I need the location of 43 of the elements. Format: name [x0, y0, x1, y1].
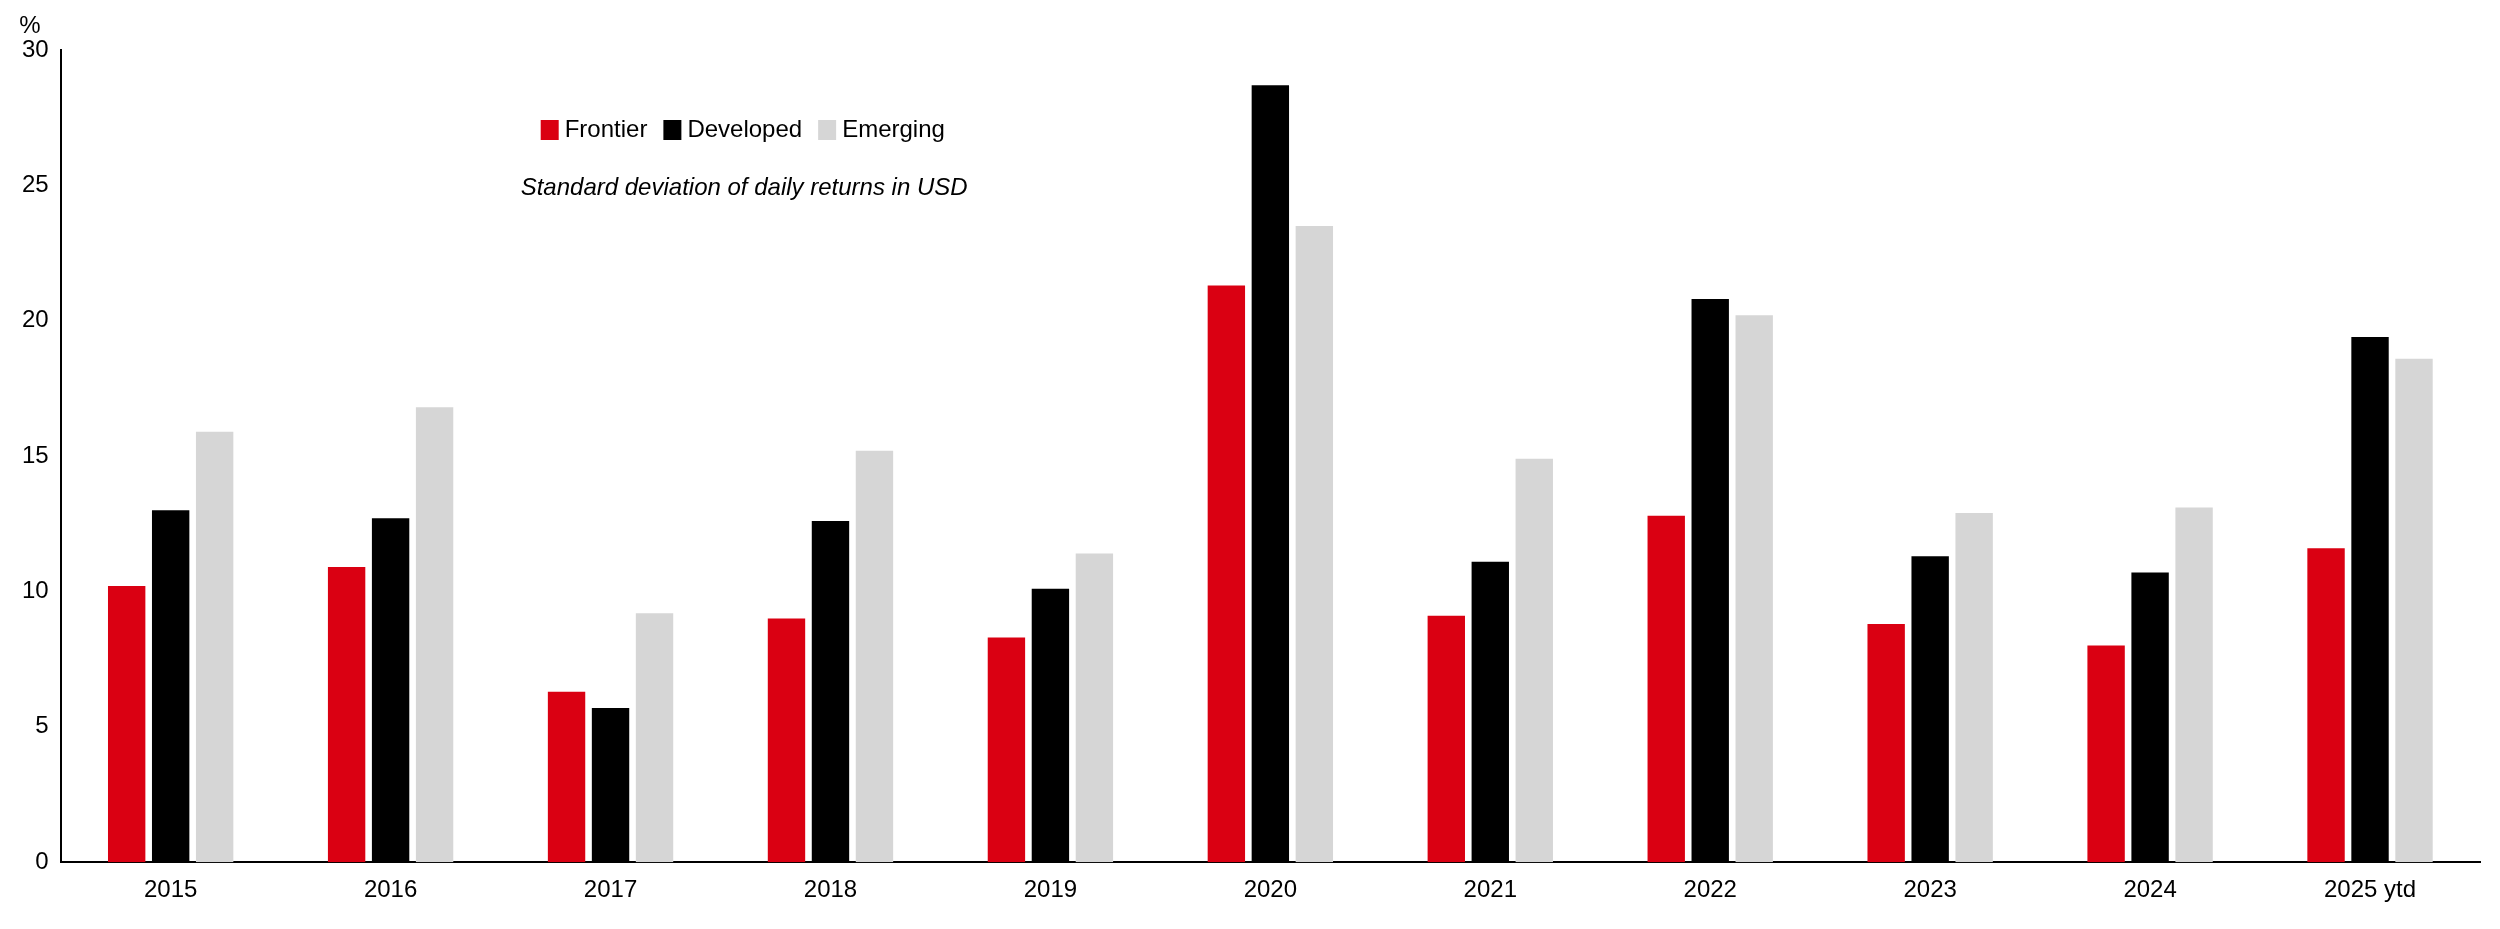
bar: [327, 567, 366, 863]
bar: [1427, 615, 1465, 863]
legend-label: Emerging: [842, 114, 945, 142]
y-tick-label: 15: [21, 440, 49, 468]
y-tick-label: 25: [21, 169, 49, 197]
x-tick-label: 2018: [803, 875, 858, 903]
annotation: Standard deviation of daily returns in USD: [520, 172, 968, 200]
x-tick-label: 2019: [1023, 875, 1078, 903]
bar: [635, 613, 674, 863]
x-tick-label: 2021: [1463, 875, 1517, 903]
bar: [855, 450, 894, 863]
bar: [415, 407, 454, 863]
bar: [987, 637, 1026, 863]
x-tick-label: 2025 ytd: [2323, 875, 2417, 903]
x-tick-label: 2022: [1683, 875, 1737, 903]
bar: [1515, 458, 1553, 863]
bar: [1207, 285, 1246, 863]
bar: [547, 691, 586, 863]
y-tick-label: 5: [35, 711, 49, 739]
bar: [1647, 515, 1685, 863]
x-tick-label: 2015: [143, 875, 198, 903]
bar: [107, 586, 146, 863]
y-tick-label: 0: [35, 846, 49, 874]
x-tick-label: 2016: [363, 875, 418, 903]
bar: [195, 431, 234, 863]
x-tick-label: 2020: [1243, 875, 1298, 903]
legend-label: Developed: [687, 114, 803, 142]
x-tick-label: 2017: [583, 875, 638, 903]
bar: [2395, 358, 2433, 863]
bar: [2175, 507, 2213, 863]
bar: [1735, 315, 1773, 863]
bar: [1955, 512, 1993, 863]
bar: [1867, 623, 1905, 863]
bar: [1295, 225, 1334, 863]
bar: [1075, 553, 1114, 863]
x-tick-label: 2023: [1903, 875, 1957, 903]
x-tick-label: 2024: [2123, 875, 2177, 903]
legend-label: Frontier: [564, 114, 648, 142]
y-tick-label: 10: [21, 576, 49, 604]
bar: [2307, 548, 2345, 863]
bar: [2087, 645, 2125, 863]
y-tick-label: 20: [21, 305, 49, 333]
bar: [767, 618, 806, 863]
